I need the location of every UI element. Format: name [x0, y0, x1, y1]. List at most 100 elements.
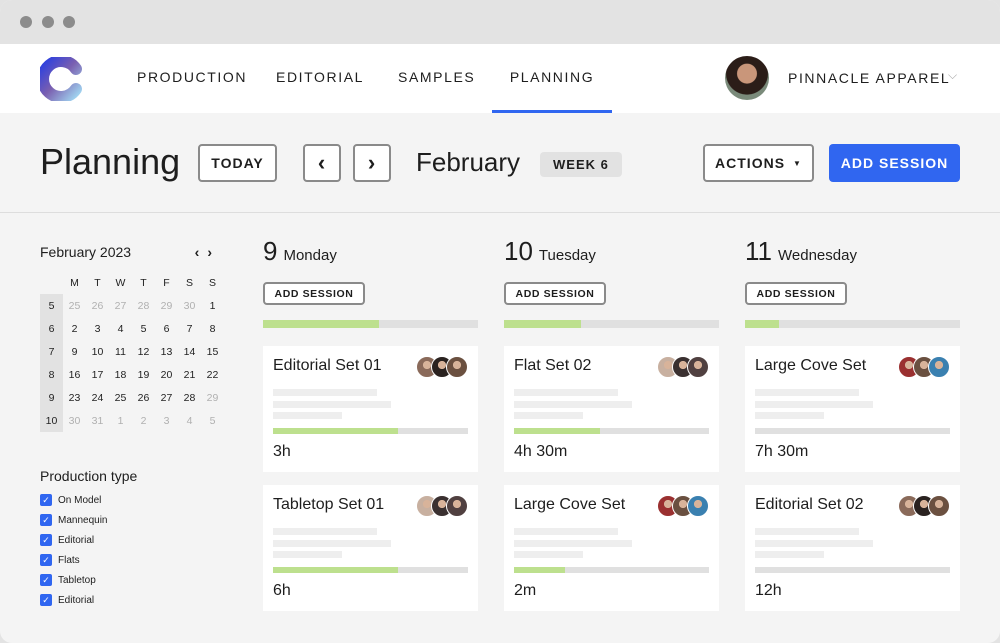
chevron-right-icon[interactable]: › [207, 244, 220, 260]
placeholder-line [273, 551, 342, 558]
week-number[interactable]: 6 [40, 317, 63, 340]
week-col-header [40, 271, 63, 294]
placeholder-line [273, 401, 391, 408]
filter-item[interactable]: ✓ Flats [40, 554, 80, 566]
calendar-day[interactable]: 11 [115, 345, 126, 358]
week-number[interactable]: 9 [40, 386, 63, 409]
week-number[interactable]: 10 [40, 409, 63, 432]
user-avatar[interactable] [725, 56, 769, 100]
checkbox-checked-icon[interactable]: ✓ [40, 534, 52, 546]
calendar-day[interactable]: 5 [209, 414, 216, 427]
day-add-session-button[interactable]: ADD SESSION [504, 282, 606, 305]
calendar-day[interactable]: 3 [94, 322, 101, 335]
minimize-dot[interactable] [42, 16, 54, 28]
calendar-day[interactable]: 8 [209, 322, 216, 335]
actions-dropdown[interactable]: ACTIONS ▼ [703, 144, 814, 182]
filter-item[interactable]: ✓ Editorial [40, 594, 94, 606]
session-card[interactable]: Tabletop Set 01 6h [263, 485, 478, 611]
calendar-day[interactable]: 27 [160, 391, 173, 404]
calendar-day[interactable]: 3 [163, 414, 170, 427]
checkbox-checked-icon[interactable]: ✓ [40, 494, 52, 506]
placeholder-line [755, 401, 873, 408]
calendar-day[interactable]: 28 [137, 299, 150, 312]
calendar-day[interactable]: 22 [206, 368, 219, 381]
session-card[interactable]: Large Cove Set 2m [504, 485, 719, 611]
calendar-day[interactable]: 19 [137, 368, 150, 381]
calendar-day[interactable]: 20 [160, 368, 173, 381]
session-card[interactable]: Editorial Set 01 3h [263, 346, 478, 472]
calendar-day[interactable]: 16 [68, 368, 81, 381]
calendar-day[interactable]: 2 [71, 322, 78, 335]
checkbox-checked-icon[interactable]: ✓ [40, 554, 52, 566]
session-progress-bar [514, 567, 709, 573]
company-name[interactable]: PINNACLE APPAREL [788, 70, 951, 86]
calendar-day[interactable]: 15 [206, 345, 219, 358]
calendar-day[interactable]: 24 [91, 391, 104, 404]
calendar-day[interactable]: 6 [163, 322, 170, 335]
calendar-day[interactable]: 27 [114, 299, 127, 312]
avatar [928, 356, 950, 378]
calendar-day[interactable]: 26 [91, 299, 104, 312]
checkbox-checked-icon[interactable]: ✓ [40, 594, 52, 606]
calendar-day[interactable]: 1 [209, 299, 216, 312]
calendar-day[interactable]: 4 [186, 414, 193, 427]
day-add-session-button[interactable]: ADD SESSION [263, 282, 365, 305]
session-card[interactable]: Large Cove Set 7h 30m [745, 346, 960, 472]
calendar-day[interactable]: 12 [137, 345, 150, 358]
calendar-day[interactable]: 23 [68, 391, 81, 404]
calendar-day[interactable]: 21 [183, 368, 196, 381]
avatar [446, 495, 468, 517]
checkbox-checked-icon[interactable]: ✓ [40, 574, 52, 586]
avatar [928, 495, 950, 517]
day-name: Tuesday [538, 247, 596, 264]
mini-calendar: M T W T F S S 5 25 26 27 28 29 30 1 6 2 3 4 5 6 7 8 7 9 10 11 12 13 1… [40, 271, 224, 432]
next-week-button[interactable]: › [353, 144, 391, 182]
filter-item[interactable]: ✓ Tabletop [40, 574, 96, 586]
calendar-day[interactable]: 7 [186, 322, 193, 335]
today-button[interactable]: TODAY [198, 144, 277, 182]
calendar-day[interactable]: 30 [68, 414, 81, 427]
calendar-day[interactable]: 10 [91, 345, 104, 358]
calendar-day[interactable]: 25 [114, 391, 127, 404]
calendar-day[interactable]: 29 [160, 299, 173, 312]
week-number[interactable]: 5 [40, 294, 63, 317]
nav-samples[interactable]: SAMPLES [398, 69, 476, 85]
calendar-day[interactable]: 17 [91, 368, 104, 381]
calendar-day[interactable]: 26 [137, 391, 150, 404]
prev-week-button[interactable]: ‹ [303, 144, 341, 182]
calendar-day[interactable]: 4 [117, 322, 124, 335]
avatar [446, 356, 468, 378]
calendar-day[interactable]: 5 [140, 322, 147, 335]
filter-item[interactable]: ✓ Mannequin [40, 514, 107, 526]
calendar-day[interactable]: 9 [71, 345, 78, 358]
week-number[interactable]: 7 [40, 340, 63, 363]
calendar-day[interactable]: 29 [206, 391, 219, 404]
session-card[interactable]: Flat Set 02 4h 30m [504, 346, 719, 472]
filter-item[interactable]: ✓ On Model [40, 494, 101, 506]
calendar-day[interactable]: 25 [68, 299, 81, 312]
calendar-day[interactable]: 14 [183, 345, 196, 358]
session-card[interactable]: Editorial Set 02 12h [745, 485, 960, 611]
chevron-down-icon[interactable]: ⌵ [948, 68, 958, 82]
week-number[interactable]: 8 [40, 363, 63, 386]
caret-down-icon: ▼ [793, 158, 802, 168]
add-session-button[interactable]: ADD SESSION [829, 144, 960, 182]
day-add-session-button[interactable]: ADD SESSION [745, 282, 847, 305]
mini-calendar-nav: ‹› [195, 244, 220, 260]
calendar-day[interactable]: 28 [183, 391, 196, 404]
nav-planning[interactable]: PLANNING [492, 44, 612, 113]
nav-production[interactable]: PRODUCTION [137, 69, 248, 85]
close-dot[interactable] [20, 16, 32, 28]
placeholder-line [514, 540, 632, 547]
filter-item[interactable]: ✓ Editorial [40, 534, 94, 546]
calendar-day[interactable]: 30 [183, 299, 196, 312]
calendar-day[interactable]: 13 [160, 345, 173, 358]
chevron-left-icon[interactable]: ‹ [194, 244, 208, 260]
calendar-day[interactable]: 2 [140, 414, 147, 427]
checkbox-checked-icon[interactable]: ✓ [40, 514, 52, 526]
calendar-day[interactable]: 18 [114, 368, 127, 381]
maximize-dot[interactable] [63, 16, 75, 28]
calendar-day[interactable]: 31 [91, 414, 104, 427]
calendar-day[interactable]: 1 [117, 414, 124, 427]
nav-editorial[interactable]: EDITORIAL [276, 69, 365, 85]
